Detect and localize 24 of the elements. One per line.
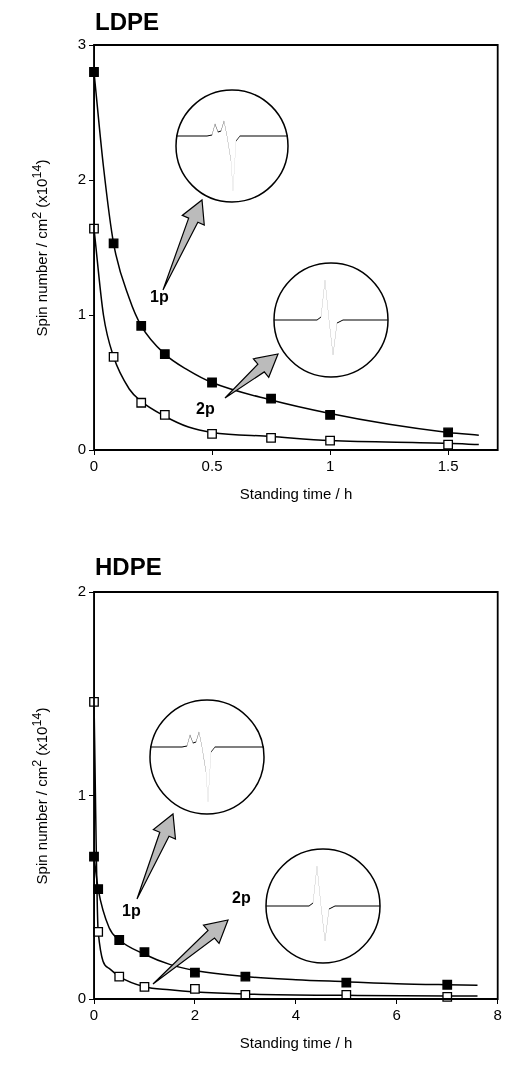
y-tick-label: 1 (77, 305, 86, 323)
y-tick-label: 2 (77, 582, 86, 600)
x-tick-label: 0 (89, 457, 99, 475)
x-tick-label: 4 (291, 1006, 301, 1024)
y-tick-label: 1 (77, 785, 86, 803)
x-tick-label: 6 (392, 1006, 401, 1024)
x-tick-label: 1.5 (437, 457, 459, 475)
x-tick-label: 2 (190, 1006, 200, 1024)
x-tick-label: 1 (325, 457, 335, 475)
y-tick-label: 2 (77, 170, 86, 188)
x-tick-label: 0.5 (201, 457, 223, 475)
x-axis-title: Standing time / h (239, 1034, 353, 1051)
y-tick-label: 3 (77, 35, 86, 53)
x-tick-label: 8 (493, 1006, 502, 1024)
annotation: 1p (122, 902, 141, 920)
annotation: 1p (150, 288, 169, 306)
x-tick-label: 0 (89, 1006, 99, 1024)
annotation: 2p (232, 889, 251, 907)
x-axis-title: Standing time / h (239, 485, 353, 502)
annotation: 2p (196, 400, 215, 418)
chart-title: HDPE (95, 553, 162, 581)
y-tick-label: 0 (77, 989, 86, 1007)
chart-title: LDPE (95, 8, 160, 36)
y-tick-label: 0 (77, 440, 86, 458)
